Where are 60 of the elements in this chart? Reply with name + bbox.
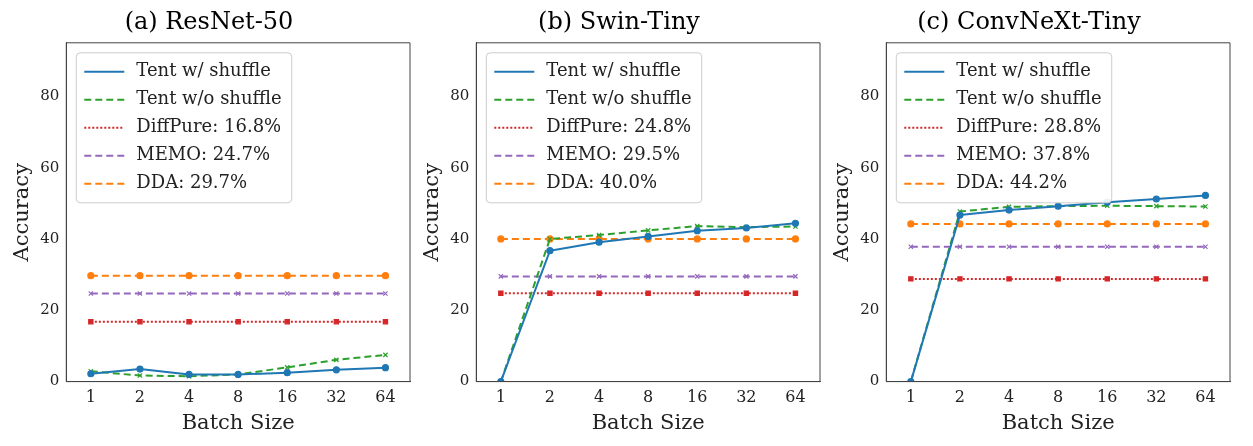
legend-label: Tent w/o shuffle bbox=[956, 87, 1102, 109]
chart-title: (c) ConvNeXt-Tiny bbox=[917, 6, 1142, 35]
legend-label: DiffPure: 28.8% bbox=[956, 115, 1102, 137]
y-axis-title: Accuracy bbox=[419, 162, 444, 263]
x-tick-label: 2 bbox=[134, 387, 146, 407]
x-tick-label: 16 bbox=[1097, 387, 1118, 407]
legend-label: Tent w/o shuffle bbox=[136, 87, 282, 109]
x-tick-label: 4 bbox=[183, 387, 195, 407]
x-tick-label: 16 bbox=[277, 387, 298, 407]
x-tick-label: 8 bbox=[643, 387, 654, 407]
legend-label: DDA: 44.2% bbox=[956, 171, 1068, 193]
y-tick-label: 80 bbox=[40, 86, 60, 105]
y-tick-label: 40 bbox=[450, 228, 470, 247]
y-tick-label: 20 bbox=[860, 300, 880, 319]
legend-label: Tent w/ shuffle bbox=[136, 59, 271, 81]
y-tick-label: 60 bbox=[860, 157, 880, 176]
y-tick-label: 80 bbox=[450, 86, 470, 105]
x-tick-label: 64 bbox=[1195, 387, 1216, 407]
y-tick-label: 40 bbox=[860, 228, 880, 247]
x-tick-label: 1 bbox=[85, 387, 96, 407]
chart-title: (b) Swin-Tiny bbox=[538, 6, 701, 35]
x-tick-label: 4 bbox=[593, 387, 605, 407]
legend-label: MEMO: 37.8% bbox=[956, 143, 1091, 165]
legend-label: DiffPure: 16.8% bbox=[136, 115, 282, 137]
legend-label: DDA: 29.7% bbox=[136, 171, 248, 193]
legend-label: Tent w/o shuffle bbox=[546, 87, 692, 109]
legend-label: Tent w/ shuffle bbox=[546, 59, 681, 81]
y-tick-label: 20 bbox=[40, 300, 60, 319]
x-tick-label: 4 bbox=[1003, 387, 1015, 407]
x-tick-label: 2 bbox=[544, 387, 556, 407]
legend-label: MEMO: 24.7% bbox=[136, 143, 271, 165]
x-tick-label: 64 bbox=[785, 387, 806, 407]
x-tick-label: 1 bbox=[905, 387, 916, 407]
legend-label: MEMO: 29.5% bbox=[546, 143, 681, 165]
x-axis-title: Batch Size bbox=[591, 409, 705, 434]
y-tick-label: 0 bbox=[869, 371, 880, 390]
x-tick-label: 8 bbox=[233, 387, 244, 407]
x-tick-label: 8 bbox=[1053, 387, 1064, 407]
legend-label: DiffPure: 24.8% bbox=[546, 115, 692, 137]
legend-label: DDA: 40.0% bbox=[546, 171, 658, 193]
x-tick-label: 16 bbox=[687, 387, 708, 407]
legend-label: Tent w/ shuffle bbox=[956, 59, 1091, 81]
y-tick-label: 60 bbox=[40, 157, 60, 176]
y-tick-label: 0 bbox=[459, 371, 470, 390]
y-axis-title: Accuracy bbox=[829, 162, 854, 263]
y-axis-title: Accuracy bbox=[9, 162, 34, 263]
y-tick-label: 40 bbox=[40, 228, 60, 247]
x-axis-title: Batch Size bbox=[1001, 409, 1115, 434]
x-tick-label: 32 bbox=[1146, 387, 1167, 407]
x-axis-title: Batch Size bbox=[181, 409, 295, 434]
x-tick-label: 2 bbox=[954, 387, 966, 407]
y-tick-label: 20 bbox=[450, 300, 470, 319]
y-tick-label: 80 bbox=[860, 86, 880, 105]
x-tick-label: 64 bbox=[375, 387, 396, 407]
y-tick-label: 60 bbox=[450, 157, 470, 176]
y-tick-label: 0 bbox=[49, 371, 60, 390]
x-tick-label: 32 bbox=[736, 387, 757, 407]
x-tick-label: 32 bbox=[326, 387, 347, 407]
x-tick-label: 1 bbox=[495, 387, 506, 407]
chart-title: (a) ResNet-50 bbox=[124, 6, 294, 35]
